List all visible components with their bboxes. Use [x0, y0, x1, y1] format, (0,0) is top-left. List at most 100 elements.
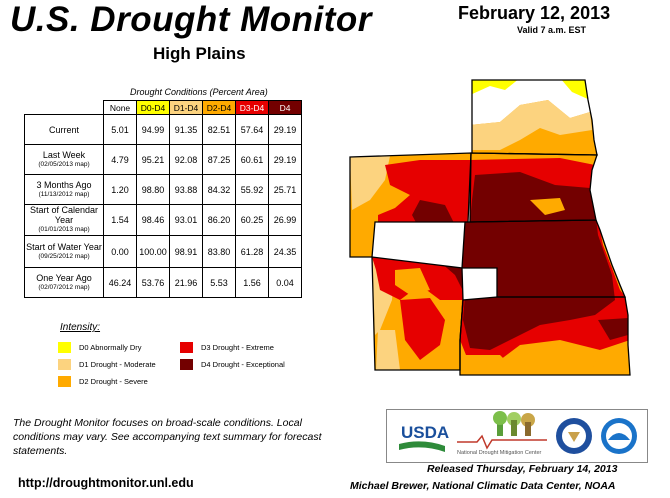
drought-conditions-table: None D0-D4 D1-D4 D2-D4 D3-D4 D4 Current 5.01 94… [24, 100, 302, 298]
valid-time: Valid 7 a.m. EST [517, 25, 587, 35]
row-label-text: 3 Months Ago [36, 179, 92, 190]
website-link[interactable]: http://droughtmonitor.unl.edu [18, 476, 194, 490]
column-header: None [103, 100, 137, 115]
legend-label-d2: D2 Drought - Severe [79, 377, 148, 386]
table-cell: 29.19 [268, 144, 302, 175]
row-label-date: (11/13/2012 map) [38, 190, 90, 198]
legend-label-d4: D4 Drought - Exceptional [201, 360, 285, 369]
table-cell: 61.28 [235, 235, 269, 268]
commerce-seal [556, 418, 592, 454]
column-header: D1-D4 [169, 100, 203, 115]
legend-label-d1: D1 Drought - Moderate [79, 360, 156, 369]
legend-swatch-d3 [180, 342, 193, 353]
drought-map [349, 79, 631, 376]
table-header-row: None D0-D4 D1-D4 D2-D4 D3-D4 D4 [25, 100, 302, 115]
row-label-text: One Year Ago [36, 272, 92, 283]
table-cell: 92.08 [169, 144, 203, 175]
table-cell: 46.24 [103, 267, 137, 298]
table-cell: 1.20 [103, 174, 137, 205]
legend-item-d1: D1 Drought - Moderate [58, 359, 156, 370]
region-name: High Plains [153, 44, 246, 63]
table-cell: 98.46 [136, 204, 170, 236]
row-label: Start of Water Year (09/25/2012 map) [24, 235, 104, 268]
row-label: Start of Calendar Year (01/01/2013 map) [24, 204, 104, 236]
release-date: Released Thursday, February 14, 2013 [427, 463, 618, 475]
table-cell: 53.76 [136, 267, 170, 298]
table-cell: 55.92 [235, 174, 269, 205]
legend-label-d0: D0 Abnormally Dry [79, 343, 142, 352]
legend-swatch-d4 [180, 359, 193, 370]
table-cell: 87.25 [202, 144, 236, 175]
row-label-date: (09/25/2012 map) [38, 252, 90, 260]
row-label: 3 Months Ago (11/13/2012 map) [24, 174, 104, 205]
row-label: One Year Ago (02/07/2012 map) [24, 267, 104, 298]
table-row: Current 5.01 94.99 91.35 82.51 57.64 29.19 [24, 114, 302, 145]
table-cell: 93.01 [169, 204, 203, 236]
table-cell: 26.99 [268, 204, 302, 236]
table-cell: 57.64 [235, 114, 269, 145]
table-cell: 93.88 [169, 174, 203, 205]
table-cell: 24.35 [268, 235, 302, 268]
table-cell: 0.00 [103, 235, 137, 268]
row-label-text: Last Week [42, 149, 86, 160]
table-cell: 98.91 [169, 235, 203, 268]
row-label-date: (02/05/2013 map) [38, 160, 90, 168]
row-label-date: (02/07/2012 map) [38, 283, 90, 291]
table-row: Last Week (02/05/2013 map) 4.79 95.21 92.08 8… [24, 144, 302, 175]
usda-logo: USDA [399, 423, 449, 452]
svg-text:USDA: USDA [401, 423, 449, 442]
table-cell: 86.20 [202, 204, 236, 236]
column-header: D3-D4 [235, 100, 269, 115]
table-body: Current 5.01 94.99 91.35 82.51 57.64 29.19 Last… [24, 114, 302, 298]
legend-item-d2: D2 Drought - Severe [58, 376, 148, 387]
legend-title: Intensity: [60, 322, 101, 333]
row-label-text: Current [48, 124, 79, 135]
table-row: 3 Months Ago (11/13/2012 map) 1.20 98.80 93.… [24, 174, 302, 205]
table-row: Start of Calendar Year (01/01/2013 map) 1.… [24, 204, 302, 236]
table-cell: 91.35 [169, 114, 203, 145]
table-cell: 5.53 [202, 267, 236, 298]
table-caption: Drought Conditions (Percent Area) [130, 87, 268, 97]
map-title: U.S. Drought Monitor [10, 0, 372, 39]
row-label: Current [24, 114, 104, 145]
table-cell: 60.25 [235, 204, 269, 236]
table-cell: 82.51 [202, 114, 236, 145]
table-cell: 100.00 [136, 235, 170, 268]
noaa-logo [601, 418, 637, 454]
table-cell: 4.79 [103, 144, 137, 175]
ndmc-logo: National Drought Mitigation Center [457, 411, 547, 456]
table-corner [25, 101, 104, 115]
svg-text:National Drought Mitigation Ce: National Drought Mitigation Center [457, 450, 542, 456]
table-row: One Year Ago (02/07/2012 map) 46.24 53.76 21… [24, 267, 302, 298]
legend-swatch-d0 [58, 342, 71, 353]
table-cell: 21.96 [169, 267, 203, 298]
map-date: February 12, 2013 [458, 3, 611, 23]
legend-item-d0: D0 Abnormally Dry [58, 342, 142, 353]
legend-swatch-d2 [58, 376, 71, 387]
table-cell: 60.61 [235, 144, 269, 175]
table-cell: 83.80 [202, 235, 236, 268]
legend-label-d3: D3 Drought - Extreme [201, 343, 274, 352]
table-cell: 0.04 [268, 267, 302, 298]
table-cell: 1.54 [103, 204, 137, 236]
table-cell: 29.19 [268, 114, 302, 145]
column-header: D4 [268, 100, 302, 115]
legend-swatch-d1 [58, 359, 71, 370]
table-cell: 25.71 [268, 174, 302, 205]
table-row: Start of Water Year (09/25/2012 map) 0.00 1… [24, 235, 302, 268]
table-cell: 94.99 [136, 114, 170, 145]
legend-item-d4: D4 Drought - Exceptional [180, 359, 285, 370]
legend-item-d3: D3 Drought - Extreme [180, 342, 274, 353]
table-cell: 1.56 [235, 267, 269, 298]
column-header: D2-D4 [202, 100, 236, 115]
row-label-text: Start of Water Year [26, 241, 102, 252]
column-header: D0-D4 [136, 100, 170, 115]
disclaimer-note: The Drought Monitor focuses on broad-sca… [13, 417, 322, 457]
partner-logos: USDA National Drought Mitigation Center [386, 409, 648, 463]
table-cell: 84.32 [202, 174, 236, 205]
row-label-text: Start of Calendar Year [29, 205, 99, 225]
table-cell: 5.01 [103, 114, 137, 145]
author-credit: Michael Brewer, National Climatic Data C… [350, 480, 616, 492]
row-label-date: (01/01/2013 map) [38, 226, 90, 233]
table-cell: 98.80 [136, 174, 170, 205]
